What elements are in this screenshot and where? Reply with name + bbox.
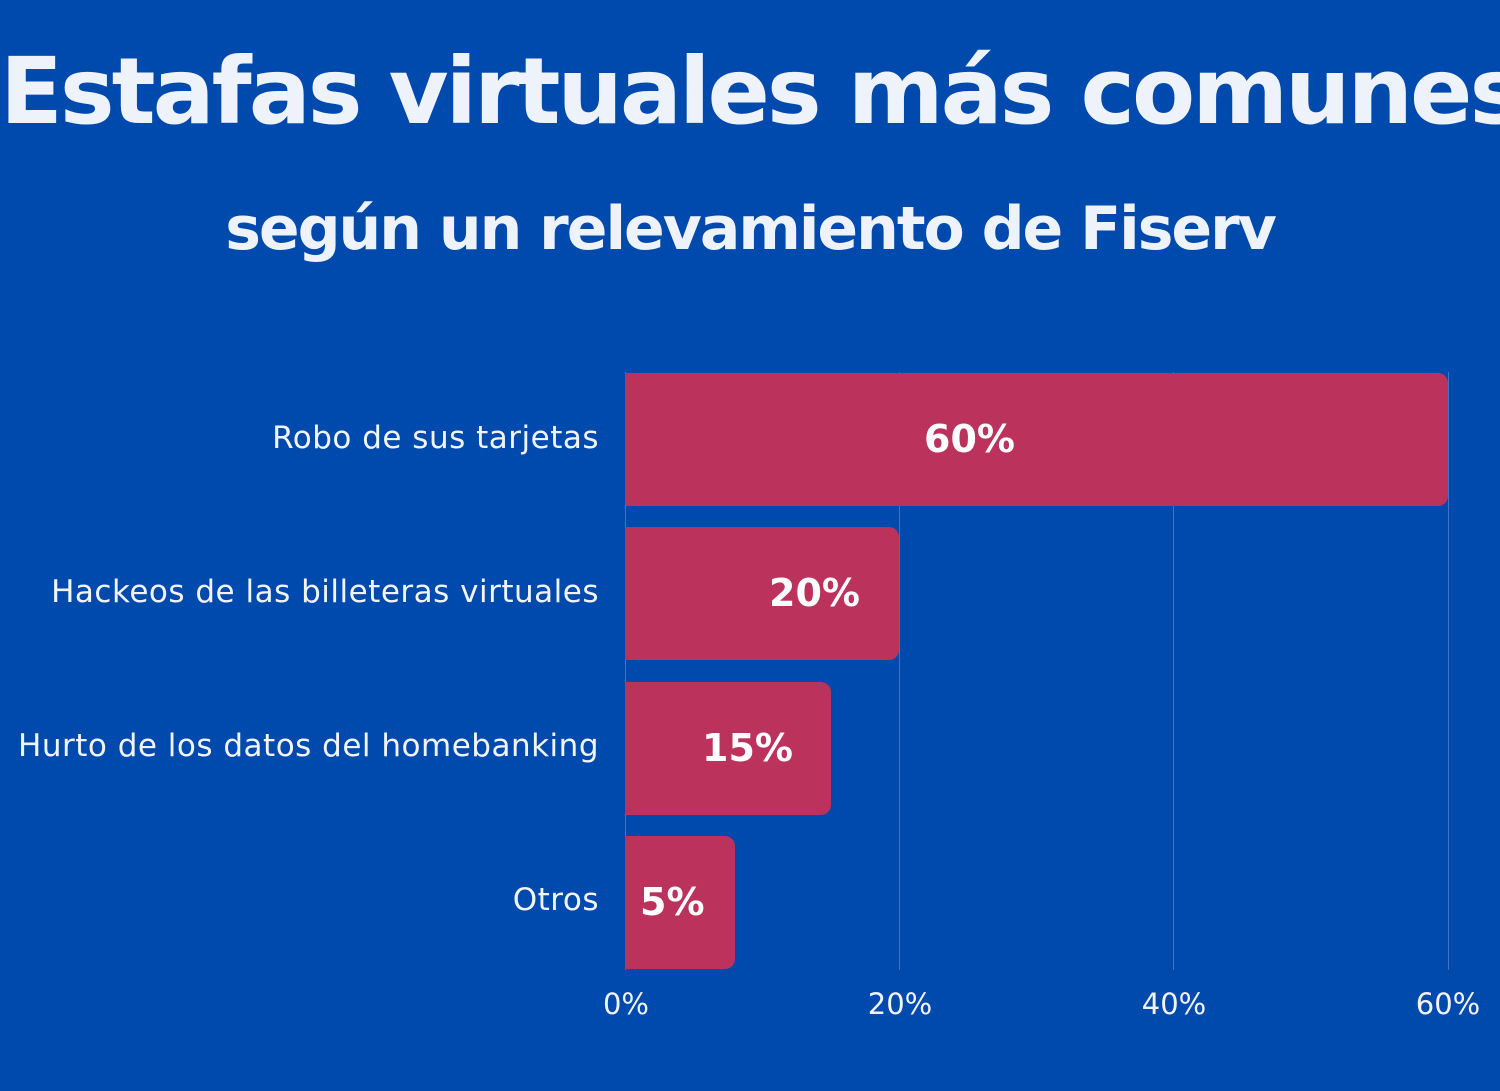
- bar-hackeos-billeteras: 20%: [625, 527, 899, 660]
- category-label: Robo de sus tarjetas: [272, 420, 599, 456]
- bar-hurto-homebanking: 15%: [625, 682, 831, 815]
- bar-value-label: 60%: [924, 417, 1015, 461]
- gridline-20: [899, 372, 900, 970]
- bar-value-label: 15%: [702, 726, 793, 770]
- axis-baseline: [625, 372, 626, 970]
- bar-otros: 5%: [625, 836, 735, 969]
- x-tick-label: 20%: [867, 987, 933, 1021]
- x-tick-label: 40%: [1141, 987, 1207, 1021]
- chart-title: Estafas virtuales más comunes: [0, 38, 1500, 145]
- x-tick-label: 0%: [602, 987, 649, 1021]
- bar-value-label: 5%: [640, 880, 705, 924]
- category-label: Hackeos de las billeteras virtuales: [51, 574, 599, 610]
- category-label: Hurto de los datos del homebanking: [18, 728, 599, 764]
- x-tick-label: 60%: [1415, 987, 1481, 1021]
- chart-subtitle: según un relevamiento de Fiserv: [225, 194, 1277, 264]
- gridline-60: [1448, 372, 1449, 970]
- bar-robo-tarjetas: 60%: [625, 373, 1448, 506]
- bar-value-label: 20%: [769, 571, 860, 615]
- gridline-40: [1173, 372, 1174, 970]
- category-label: Otros: [512, 882, 599, 918]
